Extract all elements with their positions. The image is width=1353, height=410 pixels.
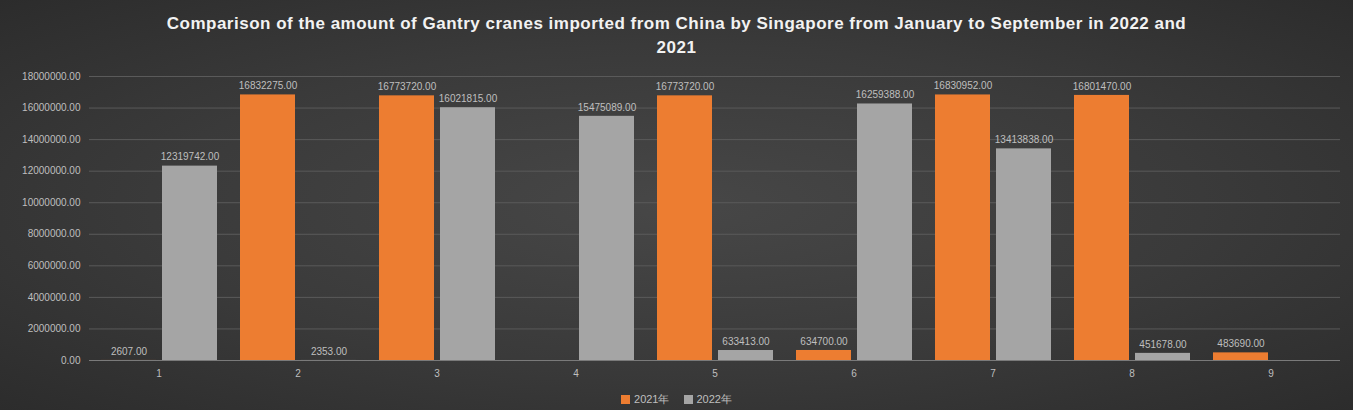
svg-text:16259388.00: 16259388.00 (856, 89, 915, 100)
svg-text:16021815.00: 16021815.00 (439, 93, 498, 104)
svg-text:13413838.00: 13413838.00 (995, 134, 1054, 145)
svg-text:7: 7 (990, 368, 996, 379)
svg-text:6000000.00: 6000000.00 (28, 260, 81, 271)
svg-text:2000000.00: 2000000.00 (28, 323, 81, 334)
svg-text:4: 4 (573, 368, 579, 379)
svg-text:5: 5 (712, 368, 718, 379)
svg-text:451678.00: 451678.00 (1139, 339, 1187, 350)
html-text:Comparison of the amount of Ga: Comparison of the amount of Gantry crane… (166, 14, 1187, 57)
svg-text:12319742.00: 12319742.00 (161, 151, 220, 162)
svg-text:14000000.00: 14000000.00 (22, 134, 81, 145)
svg-text:15475089.00: 15475089.00 (578, 102, 637, 113)
svg-text:0.00: 0.00 (61, 355, 81, 366)
svg-text:2607.00: 2607.00 (111, 346, 148, 357)
svg-text:16832275.00: 16832275.00 (239, 80, 298, 91)
svg-text:8000000.00: 8000000.00 (28, 228, 81, 239)
svg-text:1: 1 (156, 368, 162, 379)
svg-text:3: 3 (434, 368, 440, 379)
svg-text:2353.00: 2353.00 (311, 346, 348, 357)
svg-text:12000000.00: 12000000.00 (22, 165, 81, 176)
svg-text:16830952.00: 16830952.00 (934, 80, 993, 91)
svg-text:8: 8 (1129, 368, 1135, 379)
svg-text:16000000.00: 16000000.00 (22, 102, 81, 113)
svg-text:6: 6 (851, 368, 857, 379)
svg-text:16773720.00: 16773720.00 (656, 81, 715, 92)
svg-text:18000000.00: 18000000.00 (22, 71, 81, 82)
svg-text:16773720.00: 16773720.00 (378, 81, 437, 92)
svg-text:16801470.00: 16801470.00 (1073, 81, 1132, 92)
svg-text:10000000.00: 10000000.00 (22, 197, 81, 208)
svg-text:634700.00: 634700.00 (800, 336, 848, 347)
svg-text:633413.00: 633413.00 (722, 336, 770, 347)
html-text:2022年: 2022年 (696, 392, 732, 405)
svg-text:4000000.00: 4000000.00 (28, 292, 81, 303)
html-text:2021年: 2021年 (634, 392, 670, 405)
svg-text:2: 2 (295, 368, 301, 379)
svg-text:483690.00: 483690.00 (1217, 338, 1265, 349)
svg-text:9: 9 (1268, 368, 1274, 379)
